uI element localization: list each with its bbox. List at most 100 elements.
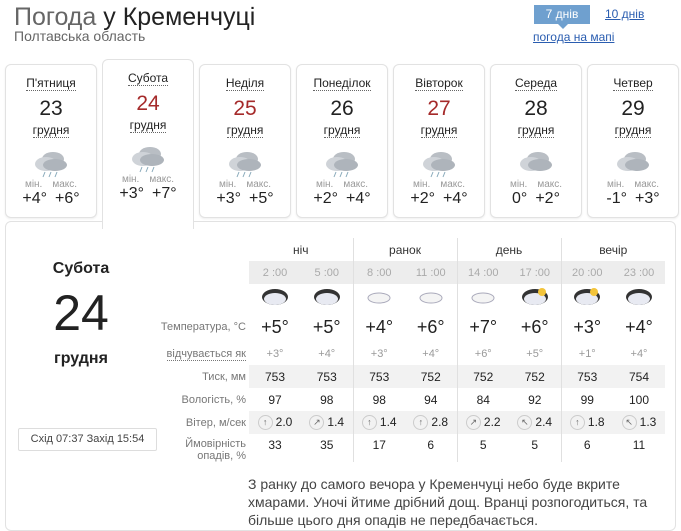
feel-cell: +5°	[526, 347, 544, 360]
detail-day-number: 24	[53, 285, 109, 341]
temp-cell: +6°	[520, 316, 549, 337]
day-name: Субота	[127, 71, 169, 86]
feel-cell: +3°	[352, 342, 405, 365]
day-card-23[interactable]: П'ятниця 23 грудня мін. макс. +4° +6°	[5, 64, 97, 218]
min-label: мін.	[315, 179, 334, 190]
humidity-cell: 99	[560, 388, 613, 411]
temp-cell: +6°	[416, 316, 445, 337]
cloud-icon	[456, 284, 509, 312]
min-temp: +4°	[22, 190, 47, 207]
tab-7-days[interactable]: 7 днів	[534, 5, 590, 29]
pressure-cell: 752	[405, 365, 457, 388]
day-name: Вівторок	[415, 76, 463, 91]
wind-direction-icon: ↑	[413, 415, 429, 431]
day-number: 28	[524, 97, 548, 120]
day-month: грудня	[614, 123, 652, 138]
day-name: Четвер	[613, 76, 653, 91]
forecast-description: З ранку до самого вечора у Кременчуці не…	[248, 476, 648, 528]
cloud-rain-icon	[130, 144, 166, 174]
humidity-cell: 94	[424, 392, 438, 407]
max-temp: +3°	[634, 190, 660, 207]
humidity-cell: 84	[456, 388, 509, 411]
humidity-cell: 97	[268, 392, 282, 407]
day-card-24[interactable]: Субота 24 грудня мін. макс. +3° +7°	[102, 59, 194, 229]
feel-cell: +4°	[422, 347, 440, 360]
overcast-icon	[249, 284, 301, 312]
max-temp: +7°	[152, 185, 177, 202]
day-detail-panel: Субота 24 грудня Схід 07:37 Захід 15:54 …	[5, 221, 676, 531]
wind-cell: ↑ 2.0	[249, 411, 301, 434]
day-number: 24	[136, 92, 160, 115]
wind-label: Вітер, м/сек	[185, 416, 246, 429]
humidity-cell: 98	[352, 388, 405, 411]
day-name: Середа	[514, 76, 558, 91]
precip-cell: 5	[531, 438, 539, 452]
period-0: ніч	[292, 242, 309, 257]
min-label: мін.	[509, 179, 528, 190]
wind-direction-icon: ↑	[257, 415, 273, 431]
temp-cell: +4°	[352, 312, 405, 342]
precip-cell: 11	[632, 438, 646, 452]
wind-cell: ↑ 1.8	[560, 411, 613, 434]
day-number: 23	[39, 97, 63, 120]
feel-cell: +4°	[318, 347, 336, 360]
pressure-label: Тиск, мм	[202, 370, 246, 383]
temp-label: Температура, °C	[160, 321, 246, 333]
map-link[interactable]: погода на мапі	[533, 30, 615, 44]
wind-direction-icon: ↗	[465, 415, 481, 431]
feel-cell: +1°	[560, 342, 613, 365]
tab-10-days[interactable]: 10 днів	[605, 7, 645, 21]
pressure-cell: 753	[352, 365, 405, 388]
day-name: П'ятниця	[26, 76, 76, 91]
time-cell: 11 :00	[405, 261, 457, 284]
max-label: макс.	[149, 174, 175, 185]
cloud-rain-icon	[421, 149, 457, 179]
period-3: вечір	[560, 238, 665, 261]
day-month: грудня	[323, 123, 361, 138]
day-card-26[interactable]: Понеділок 26 грудня мін. макс. +2° +4°	[296, 64, 388, 218]
temp-cell: +7°	[456, 312, 509, 342]
pressure-cell: 752	[456, 365, 509, 388]
time-cell: 20 :00	[560, 261, 613, 284]
feel-label: відчувається як	[166, 347, 246, 361]
precip-cell: 35	[320, 438, 334, 452]
time-cell: 8 :00	[352, 261, 405, 284]
pressure-cell: 753	[249, 365, 301, 388]
max-label: макс.	[634, 179, 660, 190]
day-number: 27	[427, 97, 451, 120]
pressure-cell: 753	[560, 365, 613, 388]
cloud-icon	[615, 149, 651, 179]
day-card-28[interactable]: Середа 28 грудня мін. макс. 0° +2°	[490, 64, 582, 218]
min-temp: +3°	[119, 185, 144, 202]
temp-cell: +3°	[560, 312, 613, 342]
hourly-table: ніч ранок день вечір 2 :00 5 :00 8 :00 11 :00 14…	[154, 238, 665, 462]
day-card-27[interactable]: Вівторок 27 грудня мін. макс. +2° +4°	[393, 64, 485, 218]
wind-cell: ↑ 1.4	[352, 411, 405, 434]
cloud-icon	[352, 284, 405, 312]
day-number: 29	[621, 97, 645, 120]
day-card-25[interactable]: Неділя 25 грудня мін. макс. +3° +5°	[199, 64, 291, 218]
min-temp: +2°	[410, 190, 435, 207]
precip-cell: 6	[560, 434, 613, 462]
min-label: мін.	[121, 174, 140, 185]
partly-cloudy-night-icon	[560, 284, 613, 312]
humidity-cell: 100	[628, 392, 650, 407]
feel-cell: +4°	[630, 347, 648, 360]
precip-cell: 6	[427, 438, 435, 452]
feel-cell: +3°	[266, 347, 284, 360]
temp-cell: +5°	[312, 316, 341, 337]
wind-cell: ↖ 2.4	[509, 411, 561, 434]
max-label: макс.	[343, 179, 369, 190]
max-temp: +6°	[55, 190, 80, 207]
day-month: грудня	[129, 118, 167, 133]
day-month: грудня	[226, 123, 264, 138]
pressure-cell: 754	[613, 365, 665, 388]
cloud-icon	[405, 284, 457, 312]
period-1: ранок	[352, 238, 457, 261]
humidity-cell: 98	[320, 392, 334, 407]
max-label: макс.	[52, 179, 78, 190]
period-2: день	[456, 238, 561, 261]
day-card-29[interactable]: Четвер 29 грудня мін. макс. -1° +3°	[587, 64, 679, 218]
max-label: макс.	[246, 179, 272, 190]
max-label: макс.	[440, 179, 466, 190]
